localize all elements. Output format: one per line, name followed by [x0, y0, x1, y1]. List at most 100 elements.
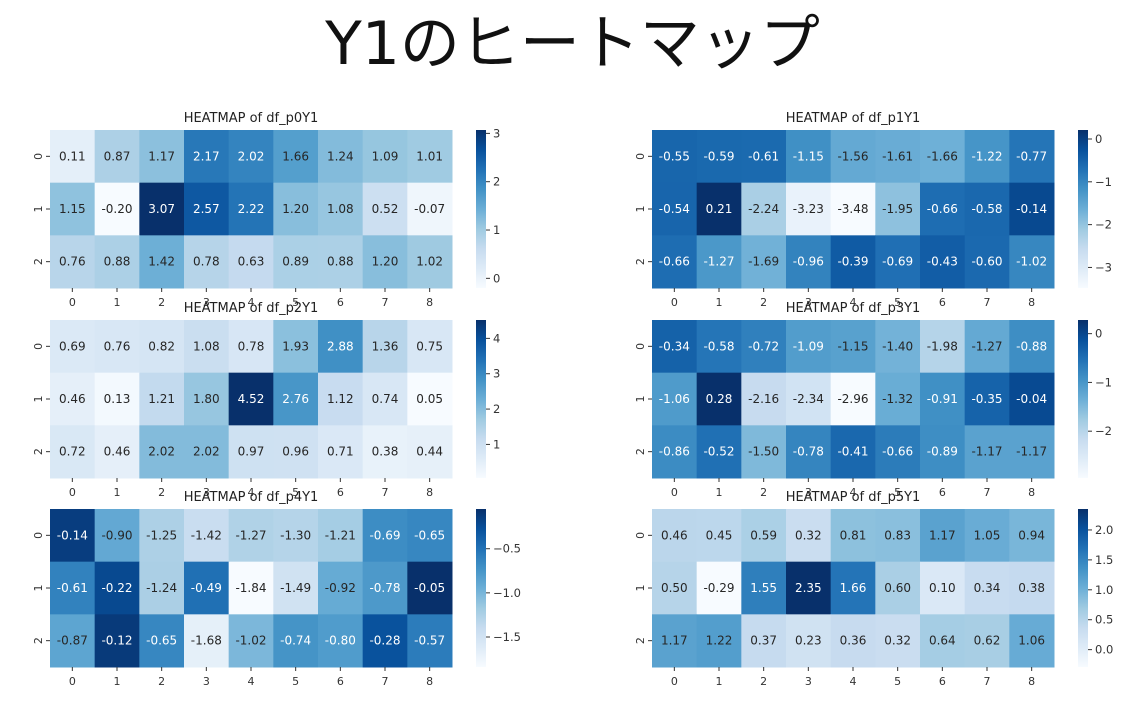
colorbar: [476, 130, 486, 288]
heatmap-panel: 0.46 0.45 0.59 0.32 0.81 0.83 1.17 1.05 0.940.50…: [634, 509, 1113, 688]
heatmap-cell: [786, 561, 832, 615]
heatmap-cell: [94, 425, 140, 479]
x-tick-label: 7: [382, 296, 389, 309]
heatmap-cell: [50, 614, 96, 668]
heatmap-cell: [696, 130, 742, 184]
x-tick-label: 4: [850, 486, 857, 499]
cell-value-label: 0.62: [974, 634, 1001, 648]
cell-value-label: -0.65: [146, 634, 177, 648]
cell-value-label: -0.74: [280, 634, 311, 648]
heatmap-cell: [362, 614, 408, 668]
x-tick-label: 0: [69, 486, 76, 499]
heatmap-cell: [875, 425, 921, 479]
cell-value-label: 0.83: [884, 528, 911, 542]
cell-value-label: 0.69: [59, 339, 86, 353]
x-tick-label: 4: [248, 296, 255, 309]
y-tick-label: 0: [32, 532, 45, 539]
cell-value-label: -0.77: [1016, 149, 1047, 163]
x-tick-label: 5: [292, 486, 299, 499]
heatmap-cell: [875, 372, 921, 426]
heatmap-cell: [362, 235, 408, 289]
heatmap-cell: [407, 182, 453, 236]
heatmap-cell: [786, 235, 832, 289]
x-tick-label: 2: [158, 486, 165, 499]
cell-value-label: -1.06: [659, 392, 690, 406]
x-tick-label: 7: [382, 675, 389, 688]
x-tick-label: 0: [671, 486, 678, 499]
heatmap-cell: [273, 130, 319, 184]
cell-value-label: 1.36: [372, 339, 399, 353]
heatmap-cell: [920, 561, 966, 615]
x-tick-label: 8: [426, 675, 433, 688]
heatmap-cell: [830, 561, 876, 615]
cell-value-label: 0.21: [706, 202, 733, 216]
cell-value-label: -2.24: [748, 202, 779, 216]
heatmap-cell: [652, 182, 698, 236]
cell-value-label: 0.78: [193, 255, 220, 269]
y-tick-label: 0: [634, 343, 647, 350]
cell-value-label: 1.22: [706, 634, 733, 648]
y-tick-label: 1: [32, 396, 45, 403]
heatmap-cell: [184, 320, 230, 374]
cell-value-label: 0.89: [282, 255, 309, 269]
heatmap-cell: [830, 320, 876, 374]
cell-value-label: -0.43: [927, 255, 958, 269]
cell-value-label: -0.35: [971, 392, 1002, 406]
x-tick-label: 6: [337, 486, 344, 499]
cell-value-label: -1.84: [235, 581, 266, 595]
colorbar: [476, 509, 486, 667]
cell-value-label: -0.89: [927, 445, 958, 459]
cell-value-label: 1.66: [840, 581, 867, 595]
heatmap-cell: [94, 614, 140, 668]
heatmap-cell: [652, 372, 698, 426]
cell-value-label: 1.21: [148, 392, 175, 406]
x-tick-label: 2: [760, 486, 767, 499]
cell-value-label: -0.61: [57, 581, 88, 595]
heatmap-cell: [318, 614, 364, 668]
x-tick-label: 8: [1028, 296, 1035, 309]
cell-value-label: 0.94: [1018, 528, 1045, 542]
cell-value-label: 0.78: [238, 339, 265, 353]
cell-value-label: 0.23: [795, 634, 822, 648]
x-tick-label: 8: [426, 486, 433, 499]
y-tick-label: 2: [32, 448, 45, 455]
x-tick-label: 0: [671, 675, 678, 688]
x-tick-label: 1: [716, 486, 723, 499]
heatmap-cell: [139, 372, 185, 426]
cell-value-label: -0.28: [369, 634, 400, 648]
heatmap-cell: [830, 182, 876, 236]
cell-value-label: 1.80: [193, 392, 220, 406]
heatmap-cell: [184, 561, 230, 615]
panel-title: HEATMAP of df_p1Y1: [786, 111, 921, 126]
heatmap-cell: [407, 235, 453, 289]
cell-value-label: -0.57: [414, 634, 445, 648]
y-tick-label: 1: [634, 585, 647, 592]
cell-value-label: -0.91: [927, 392, 958, 406]
heatmap-cell: [696, 561, 742, 615]
heatmap-cell: [139, 320, 185, 374]
cell-value-label: 1.06: [1018, 634, 1045, 648]
cell-value-label: 0.76: [104, 339, 131, 353]
heatmap-cell: [139, 509, 185, 563]
cell-value-label: -0.88: [1016, 339, 1047, 353]
heatmap-cell: [964, 425, 1010, 479]
heatmap-cell: [407, 509, 453, 563]
cell-value-label: -0.59: [703, 149, 734, 163]
cell-value-label: 1.55: [750, 581, 777, 595]
heatmap-cell: [318, 235, 364, 289]
cell-value-label: 1.12: [327, 392, 354, 406]
colorbar-tick-label: −1: [1095, 175, 1112, 189]
heatmap-cell: [318, 561, 364, 615]
y-tick-label: 0: [32, 343, 45, 350]
cell-value-label: 0.87: [104, 149, 131, 163]
heatmap-cell: [875, 235, 921, 289]
cell-value-label: 0.59: [750, 528, 777, 542]
cell-value-label: 2.02: [193, 445, 220, 459]
x-tick-label: 4: [850, 675, 857, 688]
x-tick-label: 3: [805, 486, 812, 499]
heatmap-panel: 0.11 0.87 1.17 2.17 2.02 1.66 1.24 1.09 1.01 1.15…: [32, 126, 500, 309]
x-tick-label: 2: [158, 296, 165, 309]
cell-value-label: 1.20: [282, 202, 309, 216]
x-tick-label: 5: [894, 675, 901, 688]
cell-value-label: -0.92: [325, 581, 356, 595]
